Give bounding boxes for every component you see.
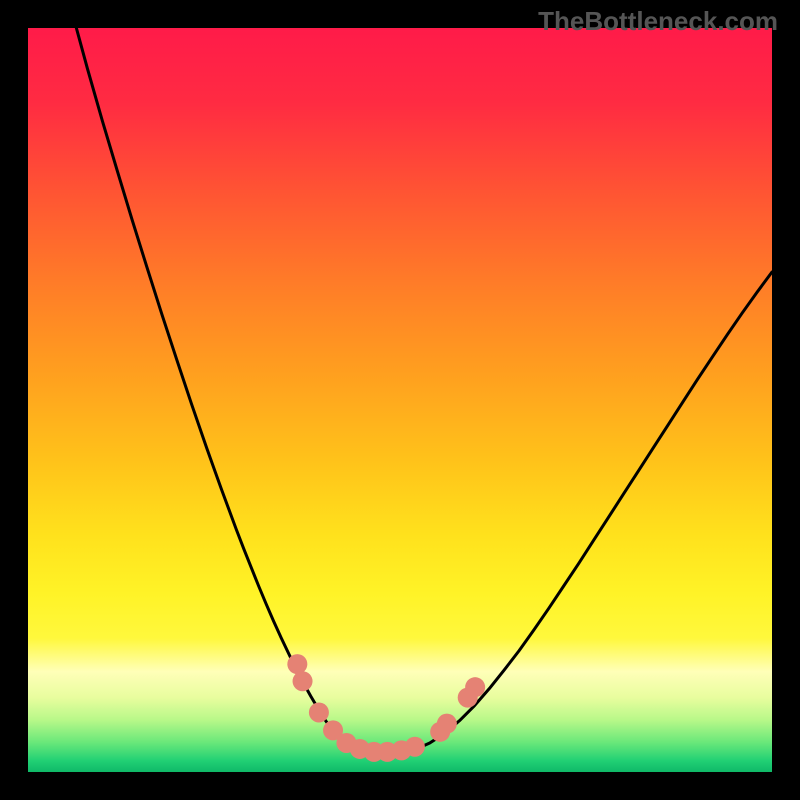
data-marker (309, 702, 329, 722)
data-markers (287, 654, 485, 762)
data-marker (287, 654, 307, 674)
data-marker (465, 677, 485, 697)
data-marker (405, 737, 425, 757)
data-marker (293, 671, 313, 691)
watermark-text: TheBottleneck.com (538, 6, 778, 37)
bottleneck-curve (76, 28, 772, 754)
data-marker (437, 714, 457, 734)
chart-stage: TheBottleneck.com (0, 0, 800, 800)
plot-area (28, 28, 772, 772)
chart-overlay (28, 28, 772, 772)
